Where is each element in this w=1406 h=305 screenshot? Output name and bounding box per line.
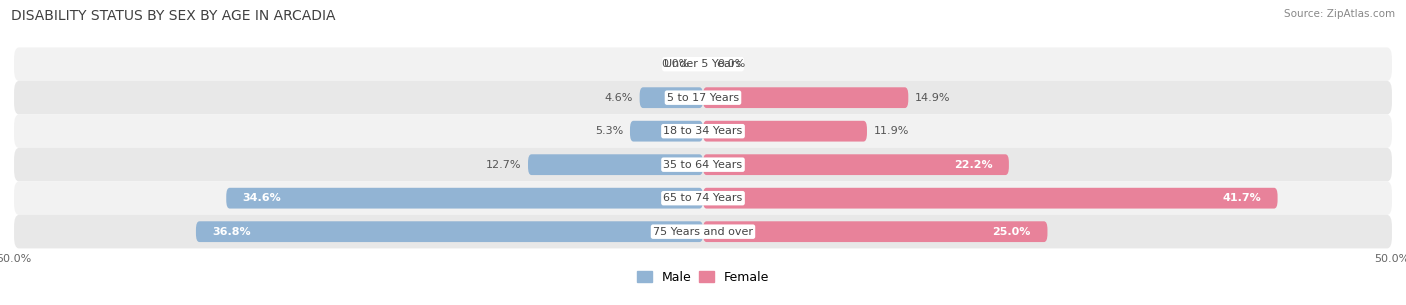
Text: 65 to 74 Years: 65 to 74 Years [664, 193, 742, 203]
FancyBboxPatch shape [14, 215, 1392, 249]
FancyBboxPatch shape [14, 148, 1392, 181]
FancyBboxPatch shape [195, 221, 703, 242]
Text: 22.2%: 22.2% [953, 160, 993, 170]
FancyBboxPatch shape [640, 87, 703, 108]
Text: DISABILITY STATUS BY SEX BY AGE IN ARCADIA: DISABILITY STATUS BY SEX BY AGE IN ARCAD… [11, 9, 336, 23]
Text: 4.6%: 4.6% [605, 93, 633, 103]
Text: 35 to 64 Years: 35 to 64 Years [664, 160, 742, 170]
Text: 12.7%: 12.7% [485, 160, 522, 170]
FancyBboxPatch shape [703, 87, 908, 108]
FancyBboxPatch shape [14, 47, 1392, 81]
FancyBboxPatch shape [14, 81, 1392, 114]
Text: Under 5 Years: Under 5 Years [665, 59, 741, 69]
FancyBboxPatch shape [703, 188, 1278, 209]
Text: 41.7%: 41.7% [1222, 193, 1261, 203]
Text: 5.3%: 5.3% [595, 126, 623, 136]
FancyBboxPatch shape [529, 154, 703, 175]
Text: 0.0%: 0.0% [717, 59, 745, 69]
FancyBboxPatch shape [703, 154, 1010, 175]
FancyBboxPatch shape [703, 121, 868, 142]
Text: 18 to 34 Years: 18 to 34 Years [664, 126, 742, 136]
Text: 5 to 17 Years: 5 to 17 Years [666, 93, 740, 103]
Text: Source: ZipAtlas.com: Source: ZipAtlas.com [1284, 9, 1395, 19]
Text: 34.6%: 34.6% [243, 193, 281, 203]
FancyBboxPatch shape [703, 221, 1047, 242]
Text: 36.8%: 36.8% [212, 227, 252, 237]
Text: 0.0%: 0.0% [661, 59, 689, 69]
Text: 75 Years and over: 75 Years and over [652, 227, 754, 237]
Text: 11.9%: 11.9% [875, 126, 910, 136]
FancyBboxPatch shape [14, 181, 1392, 215]
FancyBboxPatch shape [630, 121, 703, 142]
Text: 25.0%: 25.0% [993, 227, 1031, 237]
FancyBboxPatch shape [226, 188, 703, 209]
FancyBboxPatch shape [14, 114, 1392, 148]
Legend: Male, Female: Male, Female [631, 266, 775, 289]
Text: 14.9%: 14.9% [915, 93, 950, 103]
